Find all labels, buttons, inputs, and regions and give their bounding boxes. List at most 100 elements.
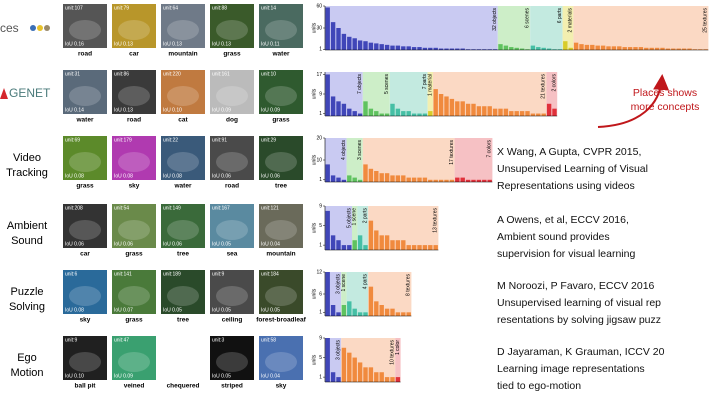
thumbnail	[210, 270, 254, 314]
thumbnail	[161, 270, 205, 314]
bar	[325, 7, 330, 50]
y-tick-label: 1	[319, 242, 322, 248]
bar	[482, 49, 487, 50]
note-line: Places shows	[633, 87, 697, 99]
bar	[530, 45, 536, 50]
bar	[438, 179, 444, 182]
bar	[390, 377, 395, 382]
bar	[374, 372, 379, 382]
concept-label: mountain	[168, 51, 197, 58]
bar	[525, 111, 530, 116]
note-line: M Noroozi, P Favaro, ECCV 2016	[497, 280, 655, 292]
unit-label: unit:22	[163, 137, 178, 143]
bar	[671, 48, 676, 50]
group-label: 10 textures	[390, 340, 396, 365]
bar	[449, 179, 455, 182]
bar	[438, 94, 444, 116]
bar	[428, 47, 433, 50]
unit-label: unit:3	[212, 337, 224, 343]
y-tick-label: 12	[316, 269, 322, 275]
concept-label: grass	[272, 117, 290, 124]
bar	[487, 49, 492, 50]
thumbnail-highlight	[167, 86, 199, 106]
thumbnail-highlight	[216, 20, 248, 40]
unit-label: unit:47	[114, 337, 129, 343]
thumbnail	[210, 136, 254, 180]
group-background	[454, 138, 493, 182]
thumbnail	[259, 136, 303, 180]
bar	[374, 43, 379, 50]
bar	[460, 101, 465, 116]
bar	[336, 312, 341, 316]
bar	[546, 103, 552, 116]
bar	[352, 240, 357, 250]
logo-dot	[30, 25, 36, 31]
unit-label: unit:64	[163, 5, 178, 11]
bar	[428, 111, 433, 116]
bar	[687, 48, 692, 50]
iou-label: IoU 0.08	[65, 173, 84, 179]
note-line: more concepts	[631, 101, 700, 113]
unit-label: unit:86	[114, 71, 129, 77]
bar	[390, 240, 395, 250]
bar	[384, 173, 390, 182]
row-label: Video	[13, 152, 41, 164]
bar	[590, 44, 595, 50]
bar	[357, 362, 363, 382]
bar	[357, 312, 363, 316]
thumbnail-highlight	[118, 152, 150, 172]
bar	[352, 111, 357, 116]
bar	[395, 45, 401, 50]
logo-dot	[37, 25, 43, 31]
group-label: 7 objects	[357, 74, 363, 95]
bar	[498, 108, 503, 116]
thumbnail-highlight	[167, 220, 199, 240]
bar	[487, 106, 492, 116]
bar	[471, 103, 476, 116]
thumbnail	[259, 270, 303, 314]
bar	[579, 44, 584, 50]
thumbnail-highlight	[167, 152, 199, 172]
bar	[476, 106, 482, 116]
bar	[492, 49, 498, 50]
group-label: 1 material	[427, 74, 433, 96]
thumbnail	[210, 4, 254, 48]
bar	[379, 173, 384, 182]
bar	[492, 108, 498, 116]
bar	[336, 28, 341, 50]
thumbnail-highlight	[69, 220, 101, 240]
bar	[428, 245, 433, 250]
group-label: 1 scene	[341, 274, 347, 292]
concept-label: tree	[177, 251, 189, 258]
iou-label: IoU 0.04	[261, 241, 280, 247]
unit-label: unit:91	[212, 137, 227, 143]
iou-label: IoU 0.13	[163, 41, 182, 47]
bar	[390, 175, 395, 182]
bar	[341, 305, 347, 316]
bar	[352, 357, 357, 382]
iou-label: IoU 0.04	[261, 373, 280, 379]
bar	[471, 179, 476, 182]
concept-label: car	[80, 251, 90, 258]
bar	[379, 113, 384, 116]
row-label: Sound	[11, 235, 43, 247]
unit-label: unit:6	[65, 271, 77, 277]
iou-label: IoU 0.06	[212, 173, 231, 179]
bar	[363, 367, 368, 382]
iou-label: IoU 0.06	[65, 241, 84, 247]
thumbnail-highlight	[216, 286, 248, 306]
bar	[330, 372, 336, 382]
concept-label: sky	[276, 383, 287, 390]
bar	[465, 49, 471, 50]
bar	[525, 49, 530, 50]
concept-label: sky	[80, 317, 91, 324]
bar	[433, 179, 438, 182]
concept-label: mountain	[266, 251, 295, 258]
iou-label: IoU 0.06	[163, 241, 182, 247]
bar	[390, 308, 395, 316]
bar	[487, 179, 492, 182]
y-tick-label: 5	[319, 355, 322, 361]
bar	[552, 108, 557, 116]
thumbnail-highlight	[265, 86, 297, 106]
bar	[568, 47, 573, 50]
